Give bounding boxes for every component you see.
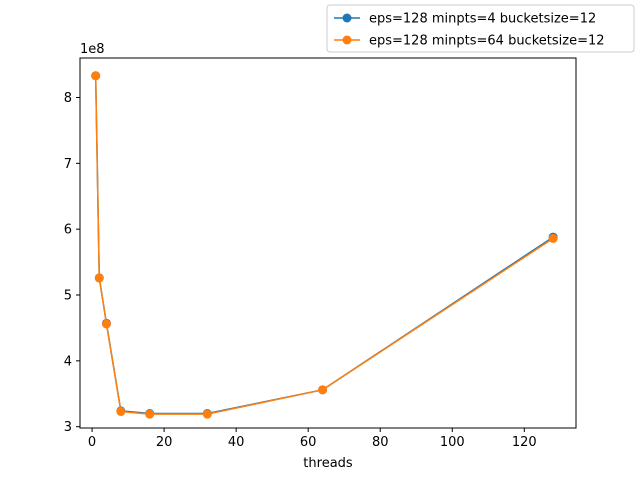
data-point-series-2 [116,407,126,417]
legend: eps=128 minpts=4 bucketsize=12 eps=128 mi… [326,4,635,53]
data-point-series-2 [202,409,212,419]
plot-frame [79,57,577,429]
y-tick-label: 6 [64,223,72,238]
series-line-2 [94,75,554,415]
y-tick-label: 7 [64,157,72,172]
legend-box [326,4,635,53]
x-axis: 0 20 40 60 80 100 120 [88,428,537,450]
x-tick-label: 60 [300,435,317,450]
y-axis: 3 4 5 6 7 8 [64,91,80,435]
data-point-series-2 [101,319,111,329]
x-axis-label: threads [303,456,353,471]
legend-marker [342,13,352,23]
x-tick-label: 100 [440,435,465,450]
y-offset-text: 1e8 [80,42,105,57]
x-tick-label: 40 [228,435,245,450]
data-point-series-2 [318,385,328,395]
legend-label: eps=128 minpts=64 bucketsize=12 [369,34,605,49]
y-tick-label: 8 [64,91,72,106]
x-tick-label: 0 [88,435,96,450]
y-tick-label: 4 [64,354,72,369]
series-layer [91,71,558,419]
legend-label: eps=128 minpts=4 bucketsize=12 [369,12,596,27]
y-tick-label: 3 [64,420,72,435]
data-point-series-2 [145,409,155,419]
data-point-series-2 [91,71,101,81]
x-tick-label: 80 [372,435,389,450]
legend-marker [342,35,352,45]
x-tick-label: 20 [156,435,173,450]
data-point-series-2 [548,233,558,243]
data-point-series-2 [94,273,104,283]
y-tick-label: 5 [64,289,72,304]
x-tick-label: 120 [512,435,537,450]
